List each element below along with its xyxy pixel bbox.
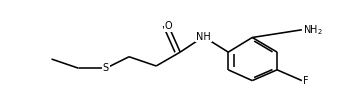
Text: NH: NH bbox=[196, 32, 211, 42]
Text: S: S bbox=[103, 63, 109, 73]
Text: NH$_2$: NH$_2$ bbox=[303, 23, 323, 37]
Text: O: O bbox=[165, 21, 172, 31]
Text: F: F bbox=[303, 76, 309, 86]
